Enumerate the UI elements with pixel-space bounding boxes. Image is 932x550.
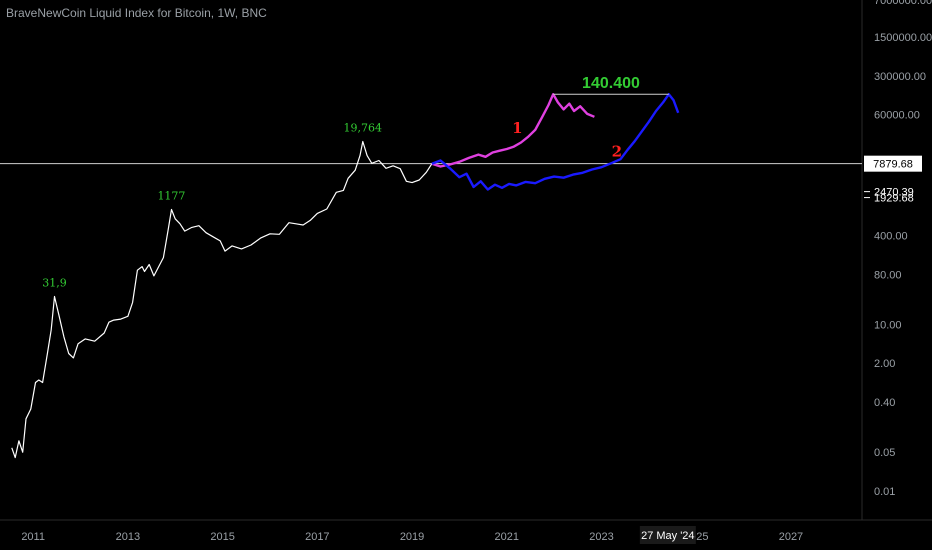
annotation-label: 2 — [612, 142, 622, 160]
y-tick-label: 80.00 — [874, 269, 902, 281]
annotation-label: 31,9 — [42, 276, 67, 289]
y-tick-label: 0.40 — [874, 397, 895, 409]
price-label-box — [864, 155, 922, 172]
x-tick-label: 2017 — [305, 531, 329, 543]
y-tick-label: 1500000.00 — [874, 32, 932, 44]
y-tick-label: 10.00 — [874, 319, 902, 331]
y-tick-label: 2.00 — [874, 358, 895, 370]
x-tick-label: 2023 — [589, 531, 613, 543]
y-tick-label: 400.00 — [874, 231, 908, 243]
y-tick-label: 0.01 — [874, 486, 895, 498]
date-label-box — [639, 526, 696, 544]
annotation-label: 140.400 — [582, 75, 640, 92]
y-tick-label: 60000.00 — [874, 110, 920, 122]
price-label: 7879.68 — [873, 159, 913, 171]
chart-title: BraveNewCoin Liquid Index for Bitcoin, 1… — [6, 6, 267, 20]
price-label: 2470.39 — [874, 187, 914, 199]
x-tick-label: 2027 — [779, 531, 803, 543]
scenario-1-series — [431, 93, 595, 168]
x-tick-label: 2013 — [116, 531, 140, 543]
y-tick-label: 7000000.00 — [874, 0, 932, 7]
annotation-label: 1 — [512, 119, 522, 137]
annotation-label: 1177 — [157, 190, 185, 203]
y-tick-label: 300000.00 — [874, 71, 926, 83]
date-label: 27 May '24 — [641, 530, 694, 542]
x-tick-label: 2011 — [21, 531, 45, 543]
scenario-2-series — [431, 93, 680, 191]
price-label: 1929.68 — [874, 193, 914, 205]
y-tick-label: 0.05 — [874, 447, 895, 459]
x-tick-label: 2021 — [495, 531, 519, 543]
annotation-label: 19,764 — [344, 122, 383, 135]
price-history-series — [11, 140, 433, 459]
x-tick-label: 2019 — [400, 531, 424, 543]
x-tick-label: 2015 — [210, 531, 234, 543]
